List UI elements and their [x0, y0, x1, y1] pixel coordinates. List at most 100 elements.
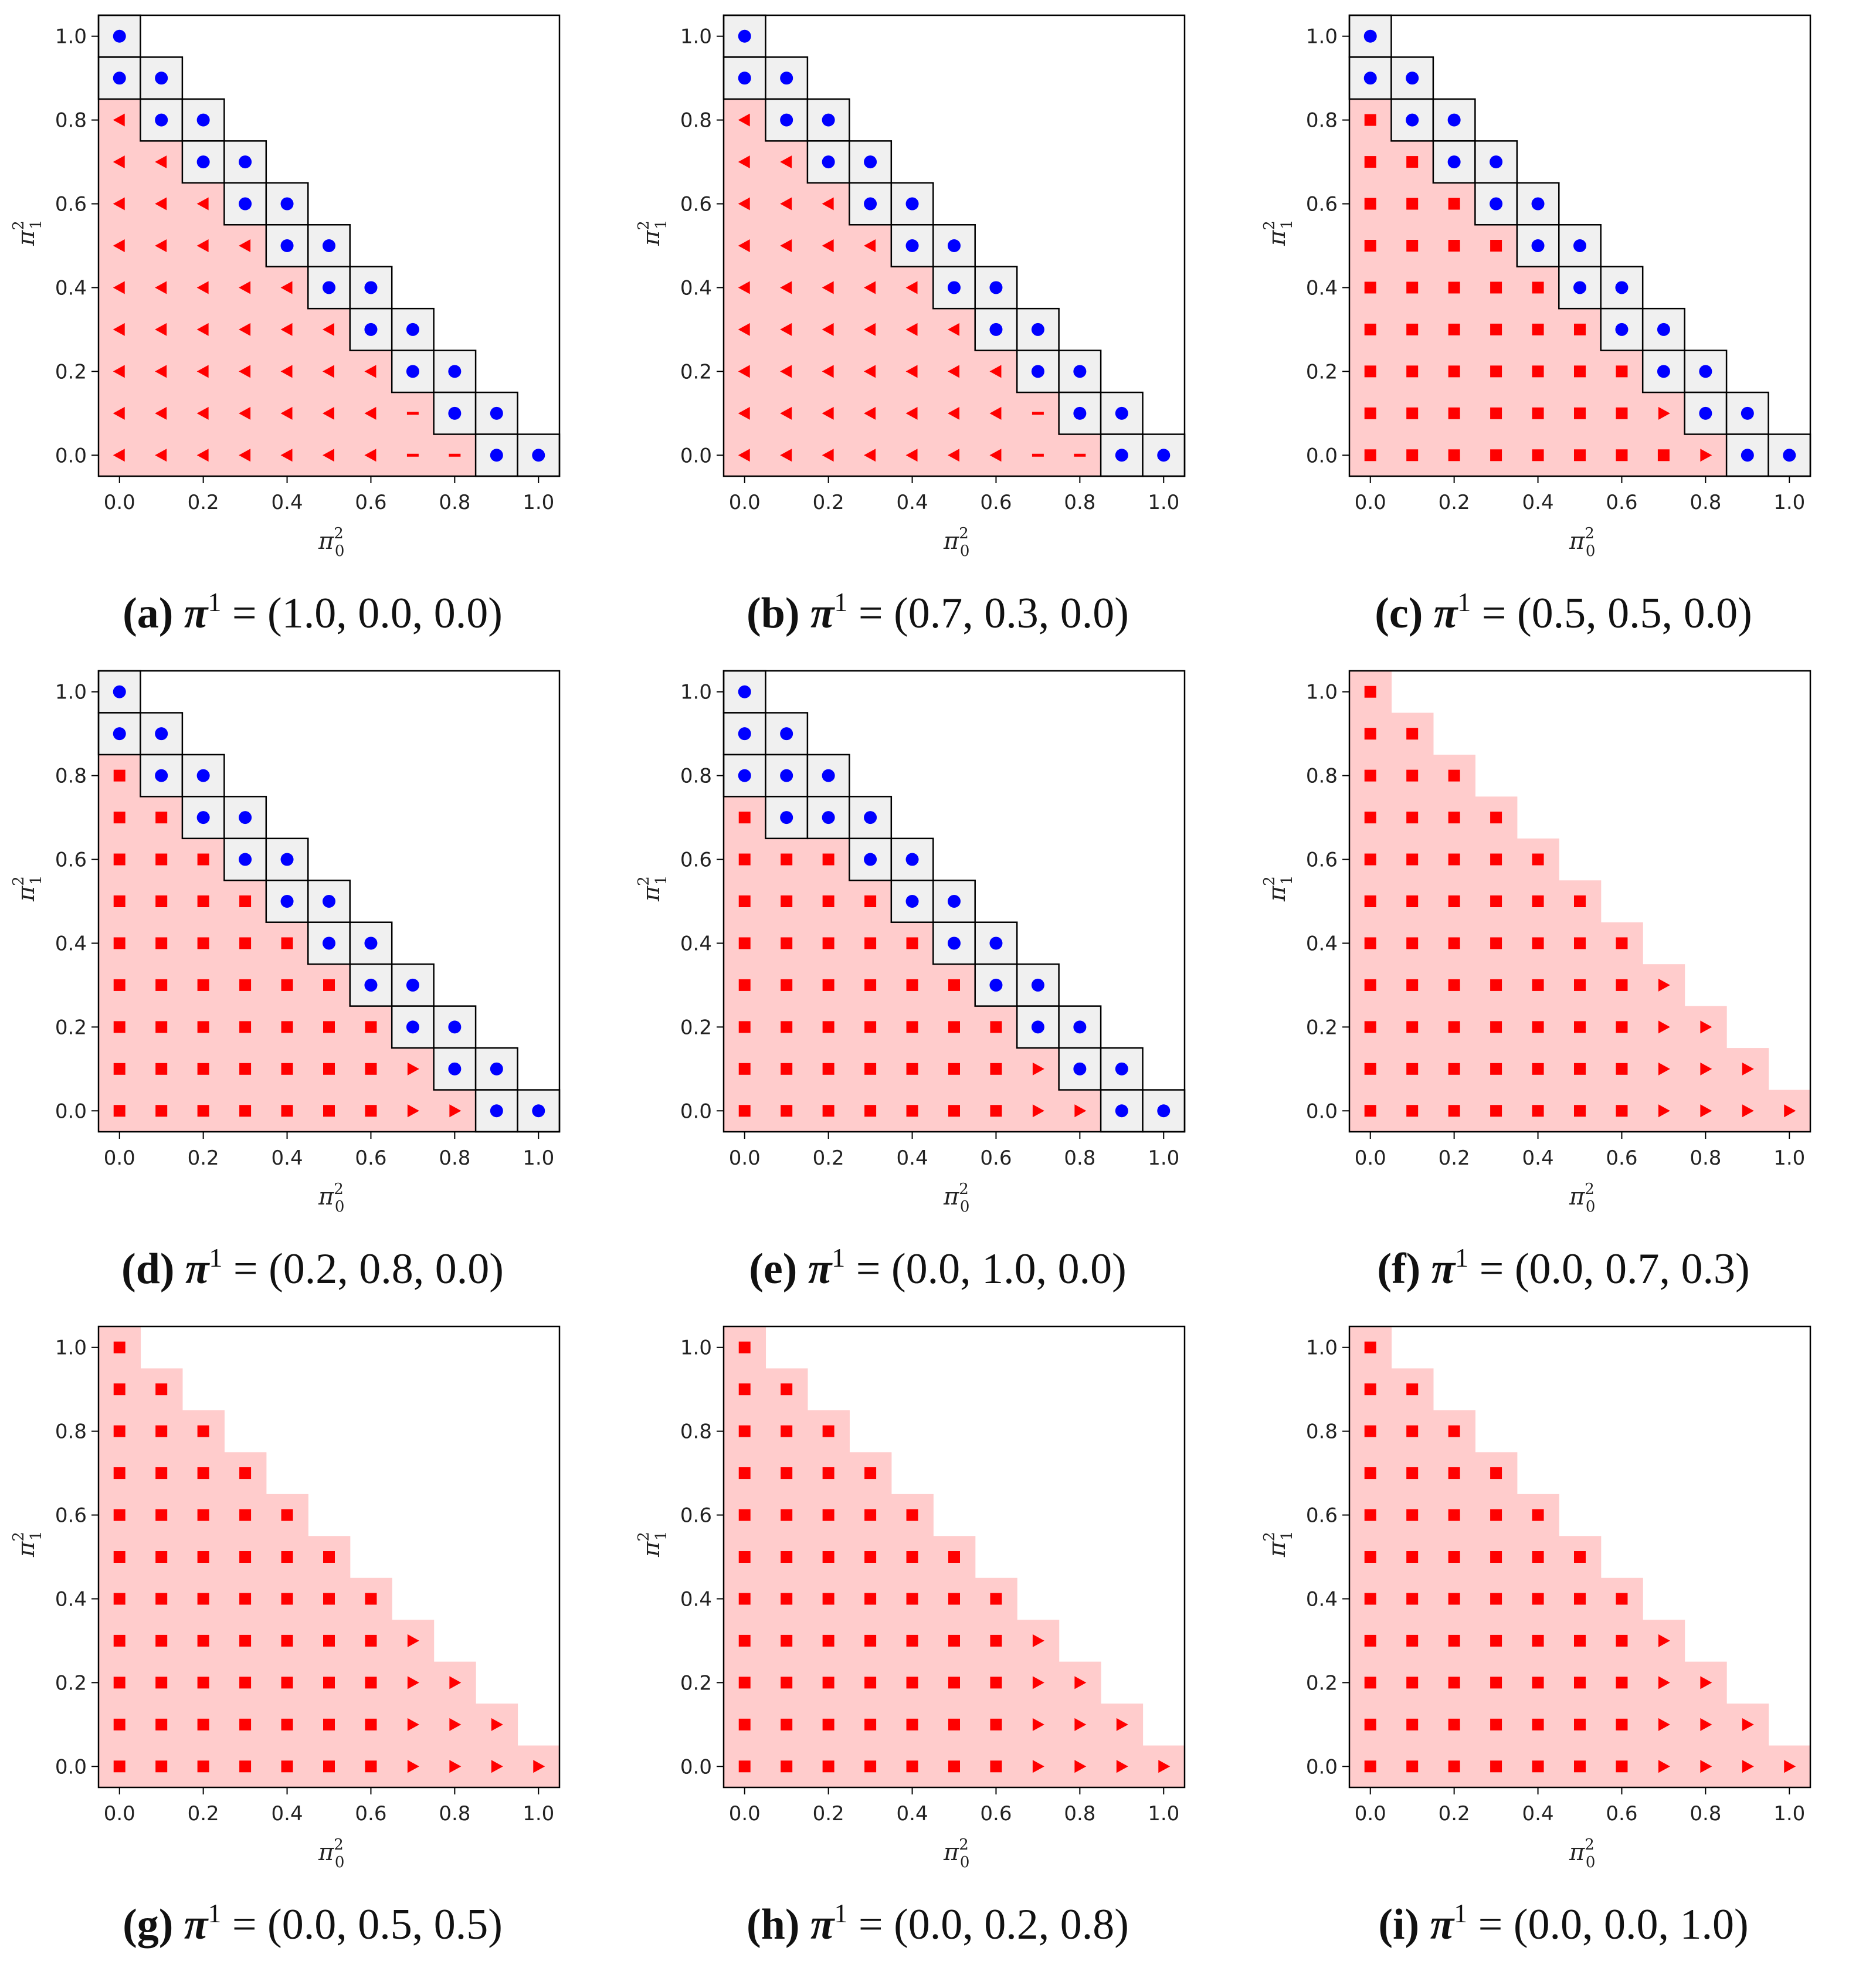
square-marker [990, 1105, 1002, 1117]
right-triangle-marker [1074, 1760, 1087, 1773]
square-marker [113, 1760, 125, 1773]
right-triangle-marker [407, 1676, 419, 1689]
x-tick-label: 0.0 [729, 1802, 761, 1826]
circle-marker [1573, 239, 1586, 252]
left-triangle-marker [989, 406, 1002, 420]
square-marker [155, 1551, 168, 1563]
left-triangle-marker [905, 281, 918, 294]
square-marker [323, 1718, 335, 1731]
left-triangle-marker [905, 365, 918, 378]
left-triangle-marker [948, 323, 959, 336]
square-marker [239, 1760, 252, 1773]
square-marker [1406, 323, 1419, 335]
square-marker [197, 1718, 209, 1731]
circle-marker [406, 323, 419, 336]
square-marker [323, 1551, 335, 1563]
square-marker [822, 853, 834, 866]
square-marker [1490, 365, 1502, 378]
x-axis-label: π2 0 [1569, 525, 1595, 560]
y-tick-label: 0.0 [680, 1100, 712, 1123]
square-marker [365, 1593, 377, 1605]
square-marker [1364, 937, 1376, 949]
y-tick-label: 1.0 [55, 25, 87, 49]
left-triangle-marker [738, 155, 750, 169]
square-marker [738, 812, 751, 824]
right-triangle-marker [491, 1760, 503, 1773]
square-marker [1532, 1509, 1544, 1521]
square-marker [1448, 769, 1460, 782]
square-marker [822, 1593, 834, 1605]
square-marker [864, 1063, 877, 1075]
axes-frame [97, 1325, 561, 1789]
right-triangle-marker [1658, 1760, 1670, 1773]
circle-marker [1447, 113, 1461, 127]
square-marker [1616, 407, 1628, 419]
circle-marker [948, 937, 961, 950]
square-marker [1448, 407, 1460, 419]
square-marker [906, 1593, 918, 1605]
square-marker [1364, 686, 1376, 698]
x-tick-label: 0.8 [1690, 1146, 1721, 1170]
square-marker [1532, 407, 1544, 419]
x-tick-label: 0.4 [897, 1802, 928, 1826]
square-marker [197, 1105, 209, 1117]
y-axis-label: π21 [1261, 1531, 1296, 1558]
circle-marker [905, 239, 919, 252]
y-tick-label: 0.6 [680, 1504, 712, 1528]
square-marker [781, 1677, 793, 1689]
square-marker [1364, 198, 1376, 210]
square-marker [1574, 1021, 1586, 1033]
square-marker [990, 1063, 1002, 1075]
square-marker [1490, 1021, 1502, 1033]
circle-marker [948, 895, 961, 908]
caption-letter: (d) [121, 1245, 175, 1293]
square-marker [323, 1063, 335, 1075]
x-tick-label: 0.8 [439, 1802, 470, 1826]
right-triangle-marker [1784, 1760, 1796, 1773]
left-triangle-marker [155, 197, 167, 211]
square-marker [1616, 1105, 1628, 1117]
square-marker [281, 1551, 293, 1563]
square-marker [906, 1634, 918, 1647]
square-marker [113, 1383, 125, 1396]
y-tick-label: 1.0 [55, 1336, 87, 1360]
axes-frame [1348, 1325, 1811, 1789]
square-marker [365, 1718, 377, 1731]
square-marker [738, 979, 751, 991]
circle-marker [905, 895, 919, 908]
square-marker [1574, 937, 1586, 949]
left-triangle-marker [822, 281, 834, 294]
square-marker [781, 1634, 793, 1647]
square-marker [155, 1105, 168, 1117]
x-tick-label: 0.6 [980, 491, 1012, 514]
left-triangle-marker [239, 449, 251, 462]
square-marker [1364, 979, 1376, 991]
left-triangle-marker [780, 239, 792, 252]
square-marker [1406, 979, 1419, 991]
caption-superscript: 1 [1454, 1898, 1468, 1928]
square-marker [948, 1551, 960, 1563]
left-triangle-marker [113, 323, 125, 336]
caption-letter: (e) [749, 1245, 798, 1293]
y-tick-label: 1.0 [1306, 25, 1338, 49]
right-triangle-marker [1116, 1718, 1128, 1731]
square-marker [197, 1467, 209, 1480]
right-triangle-marker [1700, 1062, 1712, 1075]
plot-d: 0.0 0.2 0.4 0.6 0.8 1.0 0.0 0.2 0.4 0.6 0.8 1.0 π2 0 π… [10, 670, 561, 1216]
x-tick-label: 0.4 [272, 1146, 303, 1170]
square-marker [1490, 1634, 1502, 1647]
circle-marker [822, 769, 835, 782]
circle-marker [1157, 449, 1171, 462]
square-marker [738, 1467, 751, 1480]
circle-marker [1073, 1062, 1087, 1075]
circle-marker [490, 449, 503, 462]
square-marker [1406, 449, 1419, 462]
circle-marker [822, 155, 835, 169]
square-marker [738, 895, 751, 907]
y-axis-label: π21 [635, 1531, 670, 1558]
panel-f: 0.0 0.2 0.4 0.6 0.8 1.0 0.0 0.2 0.4 0.6 0.8 1.0 π2 0 π… [1251, 656, 1876, 1311]
y-tick-label: 0.2 [1306, 360, 1338, 384]
square-marker [990, 1718, 1002, 1731]
left-triangle-marker [738, 365, 750, 378]
caption-pi: π [174, 1245, 209, 1293]
